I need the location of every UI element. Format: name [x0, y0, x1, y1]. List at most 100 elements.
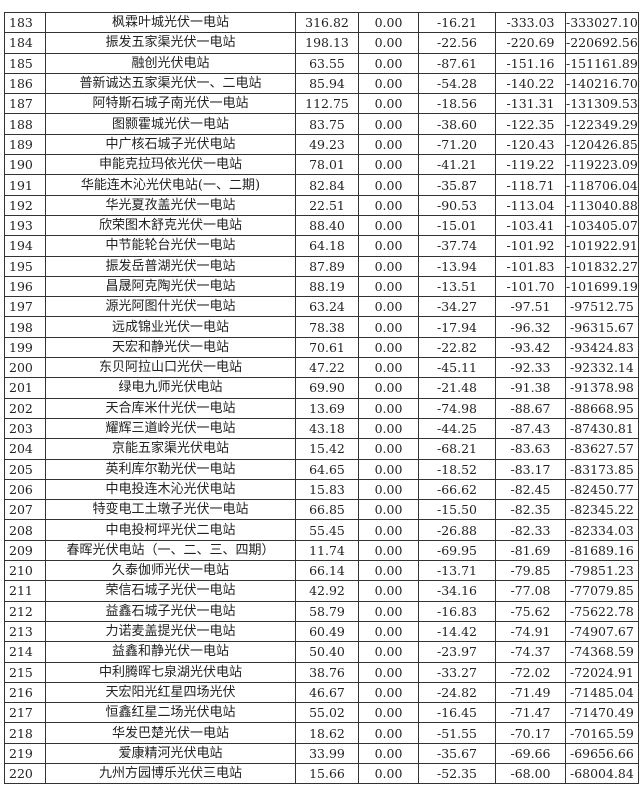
- table-row: 197 源光阿图什光伏一电站 63.24 0.00 -34.27 -97.51 -97512…: [4, 296, 639, 318]
- value-4-cell: -91.38: [495, 377, 566, 399]
- value-5-cell: -140216.70: [565, 72, 639, 95]
- value-3-cell: -66.62: [418, 478, 496, 501]
- value-5-cell: -88668.95: [565, 397, 639, 419]
- row-index-cell: 187: [4, 93, 46, 115]
- value-3-cell: -15.01: [418, 214, 496, 237]
- value-4-cell: -101.92: [495, 235, 566, 257]
- value-1-cell: 50.40: [295, 641, 359, 663]
- value-5-cell: -93424.83: [565, 336, 639, 359]
- table-row: 189 中广核石城子光伏电站 49.23 0.00 -71.20 -120.43 -1204…: [4, 133, 639, 156]
- table-row: 201 绿电九师光伏电站 69.90 0.00 -21.48 -91.38 -91378.9…: [4, 377, 639, 399]
- value-2-cell: 0.00: [358, 580, 419, 602]
- value-3-cell: -24.82: [418, 681, 496, 704]
- table-row: 218 华发巴楚光伏一电站 18.62 0.00 -51.55 -70.17 -70165.…: [4, 722, 639, 744]
- value-4-cell: -140.22: [495, 72, 566, 95]
- value-1-cell: 316.82: [295, 11, 359, 34]
- value-2-cell: 0.00: [358, 93, 419, 115]
- row-index-cell: 204: [4, 438, 46, 460]
- row-index-cell: 220: [4, 762, 46, 785]
- row-index-cell: 184: [4, 32, 46, 54]
- table-row: 215 中利腾晖七泉湖光伏电站 38.76 0.00 -33.27 -72.02 -7202…: [4, 661, 639, 683]
- value-1-cell: 55.45: [295, 519, 359, 541]
- value-1-cell: 69.90: [295, 377, 359, 399]
- table-row: 186 普新诚达五家渠光伏一、二电站 85.94 0.00 -54.28 -140.22-…: [4, 72, 639, 95]
- value-2-cell: 0.00: [358, 560, 419, 582]
- value-4-cell: -68.00: [495, 762, 566, 785]
- value-2-cell: 0.00: [358, 255, 419, 277]
- value-1-cell: 11.74: [295, 539, 359, 562]
- value-3-cell: -51.55: [418, 722, 496, 744]
- value-3-cell: -13.51: [418, 275, 496, 298]
- value-5-cell: -83173.85: [565, 458, 639, 480]
- table-row: 213 力诺麦盖提光伏一电站 60.49 0.00 -14.42 -74.91 -74907…: [4, 620, 639, 643]
- value-1-cell: 82.84: [295, 174, 359, 196]
- value-1-cell: 87.89: [295, 255, 359, 277]
- station-name-cell: 远成锦业光伏一电站: [45, 316, 296, 338]
- table-row: 187 阿特斯石城子南光伏一电站 112.75 0.00 -18.56 -131.31 -1…: [4, 93, 639, 115]
- value-4-cell: -93.42: [495, 336, 566, 359]
- row-index-cell: 186: [4, 72, 46, 95]
- value-5-cell: -79851.23: [565, 560, 639, 582]
- row-index-cell: 194: [4, 235, 46, 257]
- value-3-cell: -54.28: [418, 72, 496, 95]
- station-name-cell: 申能克拉玛依光伏一电站: [45, 154, 296, 176]
- row-index-cell: 217: [4, 702, 46, 724]
- value-4-cell: -87.43: [495, 417, 566, 440]
- value-2-cell: 0.00: [358, 214, 419, 237]
- station-name-cell: 绿电九师光伏电站: [45, 377, 296, 399]
- value-2-cell: 0.00: [358, 620, 419, 643]
- value-3-cell: -34.16: [418, 580, 496, 602]
- value-2-cell: 0.00: [358, 438, 419, 460]
- station-name-cell: 天合库米什光伏一电站: [45, 397, 296, 419]
- value-2-cell: 0.00: [358, 32, 419, 54]
- row-index-cell: 199: [4, 336, 46, 359]
- value-4-cell: -77.08: [495, 580, 566, 602]
- value-5-cell: -96315.67: [565, 316, 639, 338]
- value-3-cell: -16.45: [418, 702, 496, 724]
- value-5-cell: -333027.10: [565, 11, 639, 34]
- value-5-cell: -82345.22: [565, 499, 639, 521]
- row-index-cell: 207: [4, 499, 46, 521]
- value-4-cell: -71.47: [495, 702, 566, 724]
- value-3-cell: -15.50: [418, 499, 496, 521]
- value-4-cell: -151.16: [495, 52, 566, 74]
- table-row: 192 华光夏孜盖光伏一电站 22.51 0.00 -90.53 -113.04 -1130…: [4, 194, 639, 216]
- row-index-cell: 203: [4, 417, 46, 440]
- value-3-cell: -18.52: [418, 458, 496, 480]
- row-index-cell: 206: [4, 478, 46, 501]
- table-row: 217 恒鑫红星二场光伏电站 55.02 0.00 -16.45 -71.47 -71470…: [4, 702, 639, 724]
- value-4-cell: -97.51: [495, 296, 566, 318]
- value-3-cell: -14.42: [418, 620, 496, 643]
- value-3-cell: -35.67: [418, 742, 496, 764]
- value-4-cell: -88.67: [495, 397, 566, 419]
- station-table: 183 枫霖叶城光伏一电站 316.82 0.00 -16.21 -333.03 -3330…: [4, 11, 639, 785]
- value-5-cell: -92332.14: [565, 357, 639, 379]
- table-row: 183 枫霖叶城光伏一电站 316.82 0.00 -16.21 -333.03 -3330…: [4, 11, 639, 34]
- row-index-cell: 201: [4, 377, 46, 399]
- table-row: 216 天宏阳光红星四场光伏 46.67 0.00 -24.82 -71.49 -71485…: [4, 681, 639, 704]
- row-index-cell: 211: [4, 580, 46, 602]
- station-name-cell: 久泰伽师光伏一电站: [45, 560, 296, 582]
- value-1-cell: 47.22: [295, 357, 359, 379]
- value-1-cell: 66.85: [295, 499, 359, 521]
- value-4-cell: -72.02: [495, 661, 566, 683]
- value-2-cell: 0.00: [358, 458, 419, 480]
- station-name-cell: 爱康精河光伏电站: [45, 742, 296, 764]
- row-index-cell: 197: [4, 296, 46, 318]
- value-5-cell: -122349.29: [565, 113, 639, 135]
- value-2-cell: 0.00: [358, 357, 419, 379]
- table-row: 208 中电投柯坪光伏二电站 55.45 0.00 -26.88 -82.33 -82334…: [4, 519, 639, 541]
- value-5-cell: -68004.84: [565, 762, 639, 785]
- table-row: 188 图颢霍城光伏一电站 83.75 0.00 -38.60 -122.35 -12234…: [4, 113, 639, 135]
- value-2-cell: 0.00: [358, 762, 419, 785]
- row-index-cell: 198: [4, 316, 46, 338]
- value-4-cell: -92.33: [495, 357, 566, 379]
- value-5-cell: -87430.81: [565, 417, 639, 440]
- value-5-cell: -72024.91: [565, 661, 639, 683]
- value-4-cell: -113.04: [495, 194, 566, 216]
- row-index-cell: 208: [4, 519, 46, 541]
- table-row: 220 九州方园博乐光伏三电站 15.66 0.00 -52.35 -68.00 -6800…: [4, 762, 639, 785]
- row-index-cell: 200: [4, 357, 46, 379]
- row-index-cell: 214: [4, 641, 46, 663]
- value-2-cell: 0.00: [358, 417, 419, 440]
